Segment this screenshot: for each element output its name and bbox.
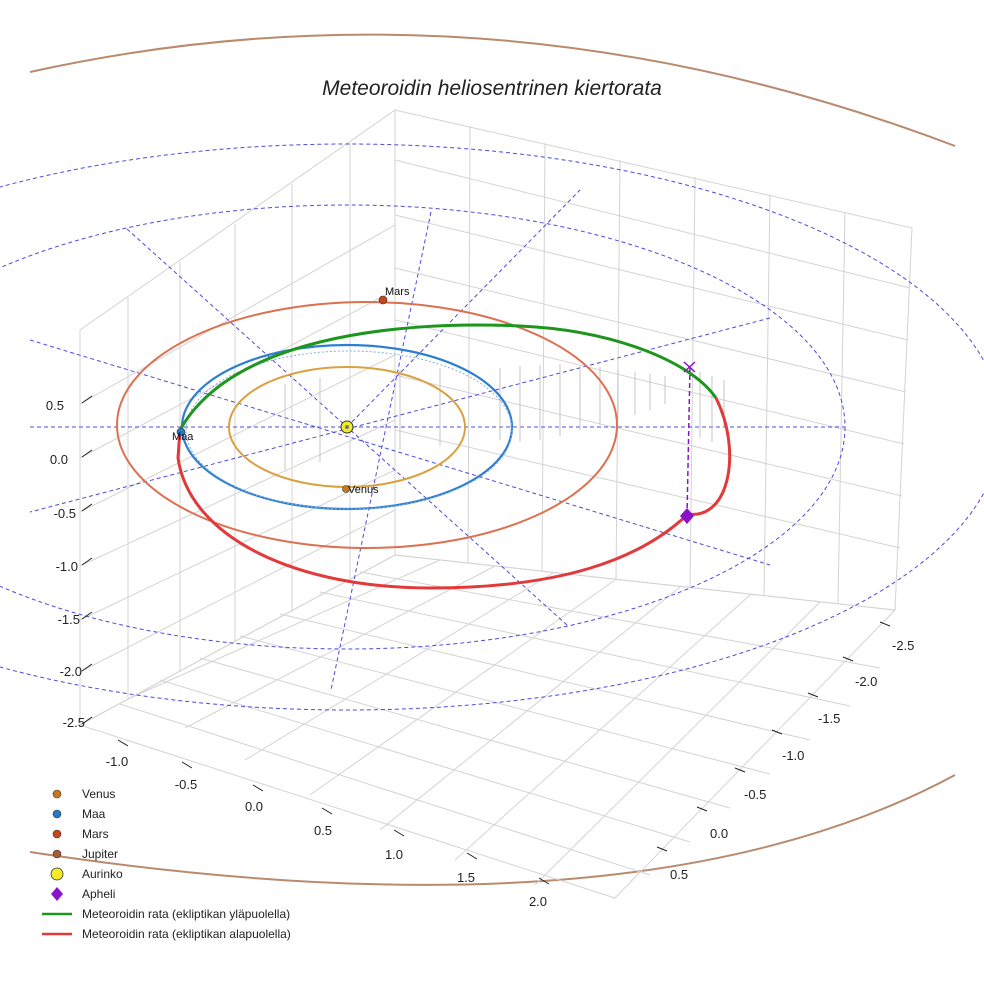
grid-right-h bbox=[394, 159, 911, 549]
earth-orbit-shadow bbox=[185, 350, 513, 510]
legend-venus-label: Venus bbox=[82, 787, 115, 801]
z-axis-labels: 0.5 0.0 -0.5 -1.0 -1.5 -2.0 -2.5 bbox=[46, 398, 85, 730]
sun-center bbox=[345, 425, 349, 429]
drop-lines bbox=[284, 364, 725, 470]
y-axis-labels: -2.5 -2.0 -1.5 -1.0 -0.5 0.0 0.5 bbox=[670, 638, 914, 882]
venus-marker bbox=[342, 485, 350, 493]
z-tick-label: -2.0 bbox=[60, 664, 82, 679]
legend-venus-marker bbox=[52, 789, 62, 799]
mars-label: Mars bbox=[385, 286, 410, 298]
y-axis-ticks bbox=[656, 621, 891, 852]
ecliptic-reference bbox=[0, 143, 984, 711]
aphelion-projection bbox=[686, 366, 691, 517]
aphelion-marker bbox=[680, 508, 694, 524]
x-tick-label: -0.5 bbox=[175, 777, 197, 792]
z-tick-label: -2.5 bbox=[63, 715, 85, 730]
x-tick-label: -1.0 bbox=[106, 754, 128, 769]
legend-earth-marker bbox=[52, 809, 62, 819]
y-tick-label: -1.0 bbox=[782, 748, 804, 763]
x-tick-label: 2.0 bbox=[529, 894, 547, 909]
grid-panes bbox=[78, 109, 913, 899]
legend-above-label: Meteoroidin rata (ekliptikan yläpuolella… bbox=[82, 907, 290, 921]
x-tick-label: 1.5 bbox=[457, 870, 475, 885]
x-tick-marks bbox=[117, 739, 550, 885]
ref-ellipse-outer bbox=[0, 143, 984, 711]
y-tick-label: -2.5 bbox=[892, 638, 914, 653]
legend: Venus Maa Mars Jupiter Aurinko Apheli Me… bbox=[42, 787, 291, 941]
legend-aphelion-marker bbox=[51, 887, 63, 901]
meteoroid-drop-lines bbox=[284, 364, 725, 470]
meteoroid-path-above bbox=[178, 323, 718, 431]
grid-left-v bbox=[127, 143, 351, 700]
z-tick-marks bbox=[81, 395, 93, 725]
y-tick-label: 0.0 bbox=[710, 826, 728, 841]
mars-marker bbox=[378, 295, 388, 305]
z-tick-label: -1.0 bbox=[56, 559, 78, 574]
legend-sun-marker bbox=[50, 867, 64, 881]
z-tick-label: 0.5 bbox=[46, 398, 64, 413]
y-tick-label: -2.0 bbox=[855, 674, 877, 689]
legend-mars-marker bbox=[52, 829, 62, 839]
legend-jupiter-label: Jupiter bbox=[82, 847, 118, 861]
aphelion-x-marker bbox=[683, 361, 696, 373]
pane-edge-left bbox=[79, 109, 396, 726]
pane-edge-floor bbox=[78, 554, 897, 899]
mars-orbit bbox=[116, 301, 618, 549]
legend-mars-label: Mars bbox=[82, 827, 109, 841]
y-tick-marks bbox=[656, 621, 891, 852]
x-tick-label: 1.0 bbox=[385, 847, 403, 862]
jupiter-orbit bbox=[29, 33, 956, 886]
meteoroid-path-below bbox=[176, 397, 732, 590]
earth-marker bbox=[176, 427, 186, 437]
x-axis-labels: -1.0 -0.5 0.0 0.5 1.0 1.5 2.0 bbox=[106, 754, 547, 909]
x-tick-label: 0.0 bbox=[245, 799, 263, 814]
x-tick-label: 0.5 bbox=[314, 823, 332, 838]
z-tick-label: -1.5 bbox=[58, 612, 80, 627]
legend-jupiter-marker bbox=[52, 849, 62, 859]
y-tick-label: 0.5 bbox=[670, 867, 688, 882]
pane-edge-right bbox=[394, 109, 913, 611]
legend-sun-label: Aurinko bbox=[82, 867, 123, 881]
earth-label: Maa bbox=[172, 431, 194, 443]
chart-title: Meteoroidin heliosentrinen kiertorata bbox=[322, 77, 662, 100]
x-axis-ticks bbox=[117, 739, 550, 885]
grid-right-v bbox=[467, 125, 846, 604]
z-axis-ticks bbox=[81, 395, 93, 725]
y-tick-label: -1.5 bbox=[818, 711, 840, 726]
z-tick-label: 0.0 bbox=[50, 452, 68, 467]
venus-label: Venus bbox=[348, 484, 379, 496]
legend-below-label: Meteoroidin rata (ekliptikan alapuolella… bbox=[82, 927, 291, 941]
z-tick-label: -0.5 bbox=[54, 506, 76, 521]
y-tick-label: -0.5 bbox=[744, 787, 766, 802]
legend-aphelion-label: Apheli bbox=[82, 887, 115, 901]
grid-floor bbox=[119, 559, 881, 886]
legend-earth-label: Maa bbox=[82, 807, 106, 821]
